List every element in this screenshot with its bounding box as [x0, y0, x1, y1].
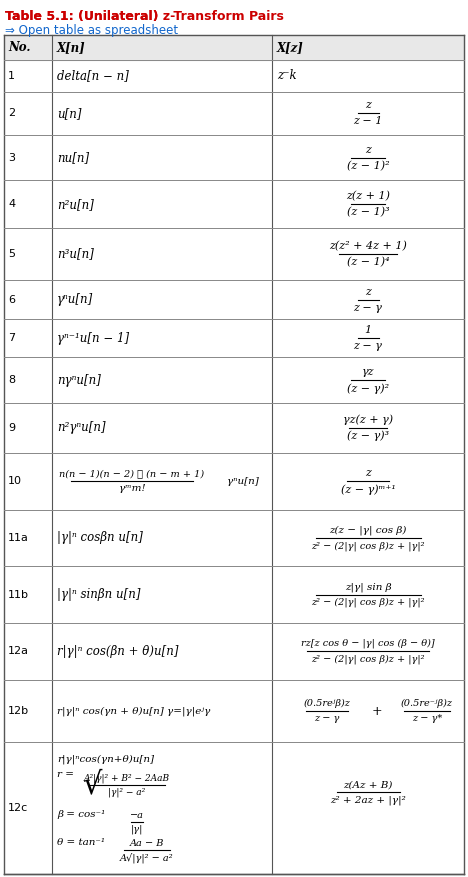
Text: |γ|ⁿ sinβn u[n]: |γ|ⁿ sinβn u[n]	[57, 588, 140, 602]
Text: 9: 9	[8, 423, 15, 433]
Text: Table 5.1: (Unilateral) ​z​-Transform Pairs: Table 5.1: (Unilateral) ​z​-Transform Pa…	[5, 10, 284, 23]
Text: A²|γ|² + B² − 2AaB: A²|γ|² + B² − 2AaB	[84, 774, 170, 783]
Text: z − γ: z − γ	[314, 714, 340, 723]
Text: γᵐm!: γᵐm!	[119, 484, 145, 493]
Text: √: √	[82, 771, 102, 800]
Text: |γ|: |γ|	[131, 824, 143, 834]
Text: Table 5.1: (Unilateral): Table 5.1: (Unilateral)	[5, 10, 163, 23]
Text: γⁿ⁻¹u[n − 1]: γⁿ⁻¹u[n − 1]	[57, 332, 129, 345]
Text: (z − γ)²: (z − γ)²	[347, 383, 389, 394]
Text: n²u[n]: n²u[n]	[57, 197, 94, 210]
Text: z − γ*: z − γ*	[412, 714, 442, 723]
Text: rz[z cos θ − |γ| cos (β − θ)]: rz[z cos θ − |γ| cos (β − θ)]	[301, 638, 435, 648]
Text: 5: 5	[8, 249, 15, 259]
Text: z: z	[365, 145, 371, 154]
Text: z − 1: z − 1	[353, 117, 383, 126]
Text: z(z + 1): z(z + 1)	[346, 191, 390, 201]
Text: nγⁿu[n]: nγⁿu[n]	[57, 374, 101, 387]
Text: z² − (2|γ| cos β)z + |γ|²: z² − (2|γ| cos β)z + |γ|²	[311, 541, 425, 551]
Text: (0.5reʲβ)z: (0.5reʲβ)z	[304, 699, 351, 708]
Text: nu[n]: nu[n]	[57, 151, 89, 164]
Text: Table 5.1: (Unilateral) z-Transform Pairs: Table 5.1: (Unilateral) z-Transform Pair…	[5, 10, 284, 23]
Text: |γ|ⁿ cosβn u[n]: |γ|ⁿ cosβn u[n]	[57, 531, 143, 545]
Text: No.: No.	[8, 41, 30, 54]
Text: −a: −a	[130, 811, 144, 820]
Text: r|γ|ⁿ cos(γn + θ)u[n] γ=|γ|eʲγ: r|γ|ⁿ cos(γn + θ)u[n] γ=|γ|eʲγ	[57, 706, 211, 716]
Text: γz: γz	[362, 367, 374, 377]
Text: γⁿu[n]: γⁿu[n]	[57, 293, 93, 306]
Text: β = cos⁻¹: β = cos⁻¹	[57, 810, 105, 819]
Text: Aa − B: Aa − B	[130, 838, 164, 848]
Text: |γ|² − a²: |γ|² − a²	[109, 788, 146, 797]
Text: (z − 1)²: (z − 1)²	[347, 160, 389, 171]
Text: z − γ: z − γ	[353, 341, 382, 351]
Text: (z − 1)⁴: (z − 1)⁴	[347, 257, 389, 267]
Text: γⁿu[n]: γⁿu[n]	[227, 477, 259, 486]
Text: X[n]: X[n]	[57, 41, 86, 54]
Text: 11a: 11a	[8, 533, 29, 543]
Text: (z − γ)ᵐ⁺¹: (z − γ)ᵐ⁺¹	[341, 484, 395, 495]
Text: r|γ|ⁿcos(γn+θ)u[n]: r|γ|ⁿcos(γn+θ)u[n]	[57, 754, 154, 764]
Text: delta[n − n]: delta[n − n]	[57, 69, 129, 82]
Text: 6: 6	[8, 295, 15, 304]
Text: z − γ: z − γ	[353, 303, 382, 312]
Text: 11b: 11b	[8, 589, 29, 600]
Bar	[4, 35, 464, 60]
Text: γz(z + γ): γz(z + γ)	[343, 414, 393, 424]
Text: 8: 8	[8, 375, 15, 385]
Text: 7: 7	[8, 333, 15, 343]
Text: (z − γ)³: (z − γ)³	[347, 431, 389, 441]
Text: n³u[n]: n³u[n]	[57, 247, 94, 260]
Text: z: z	[365, 100, 371, 111]
Text: z|γ| sin β: z|γ| sin β	[345, 582, 391, 592]
Text: 4: 4	[8, 199, 15, 209]
Text: 12b: 12b	[8, 706, 29, 717]
Text: 1: 1	[365, 325, 372, 335]
Text: r|γ|ⁿ cos(βn + θ)u[n]: r|γ|ⁿ cos(βn + θ)u[n]	[57, 645, 178, 658]
Text: z² + 2az + |γ|²: z² + 2az + |γ|²	[330, 795, 406, 805]
Text: 3: 3	[8, 153, 15, 162]
Text: 12a: 12a	[8, 646, 29, 657]
Text: 1: 1	[8, 71, 15, 81]
Text: z(z − |γ| cos β): z(z − |γ| cos β)	[329, 525, 407, 535]
Text: θ = tan⁻¹: θ = tan⁻¹	[57, 838, 105, 847]
Text: n(n − 1)(n − 2) ⋯ (n − m + 1): n(n − 1)(n − 2) ⋯ (n − m + 1)	[59, 469, 205, 478]
Text: 10: 10	[8, 476, 22, 486]
Text: A√|γ|² − a²: A√|γ|² − a²	[120, 852, 174, 863]
Text: z: z	[365, 287, 371, 296]
Text: 2: 2	[8, 109, 15, 118]
Text: z² − (2|γ| cos β)z + |γ|²: z² − (2|γ| cos β)z + |γ|²	[311, 654, 425, 664]
Text: z⁻k: z⁻k	[277, 69, 297, 82]
Text: +: +	[372, 704, 382, 717]
Text: u[n]: u[n]	[57, 107, 81, 120]
Text: z: z	[365, 468, 371, 478]
Text: (z − 1)³: (z − 1)³	[347, 207, 389, 217]
Text: 12c: 12c	[8, 803, 28, 813]
Text: z(Az + B): z(Az + B)	[344, 781, 393, 789]
Text: X[z]: X[z]	[277, 41, 304, 54]
Text: z² − (2|γ| cos β)z + |γ|²: z² − (2|γ| cos β)z + |γ|²	[311, 598, 425, 608]
Text: ⇒ Open table as spreadsheet: ⇒ Open table as spreadsheet	[5, 24, 178, 37]
Text: z(z² + 4z + 1): z(z² + 4z + 1)	[329, 241, 407, 251]
Text: n²γⁿu[n]: n²γⁿu[n]	[57, 421, 106, 434]
Text: r =: r =	[57, 770, 77, 780]
Text: (0.5re⁻ʲβ)z: (0.5re⁻ʲβ)z	[401, 699, 453, 708]
